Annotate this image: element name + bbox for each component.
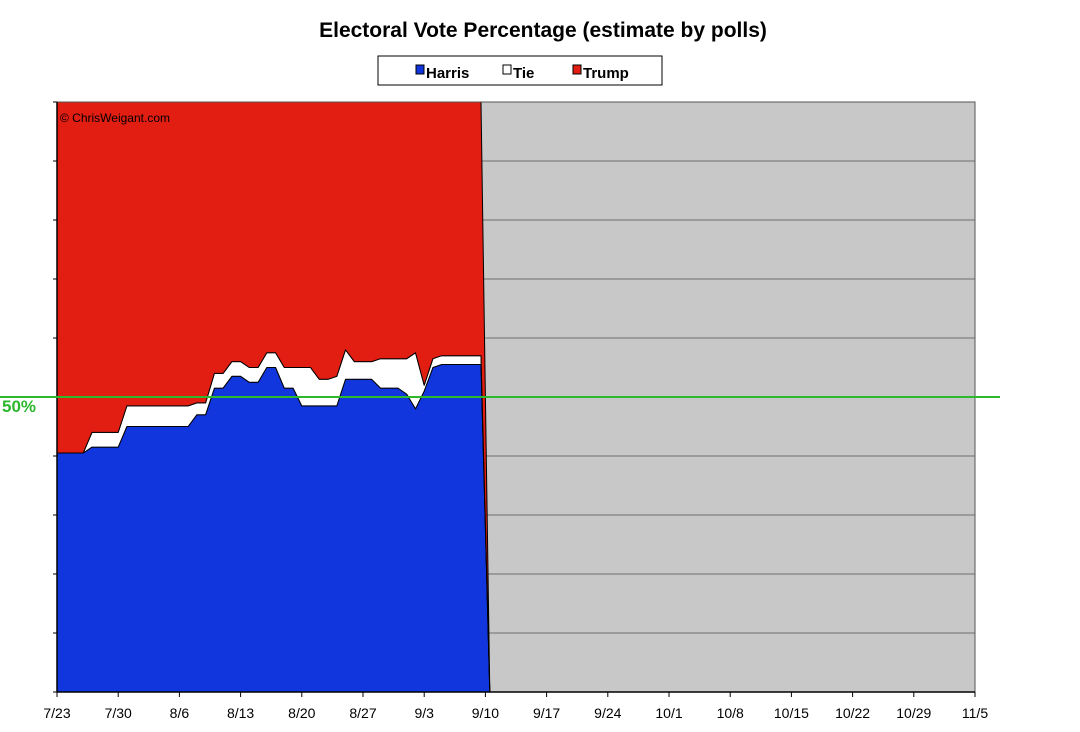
plot-area: 7/23 7/30 8/6 8/13 8/20 8/27 9/3 9/10 9/17 9/24 10…	[0, 101, 1000, 721]
x-tick-label: 8/13	[227, 705, 254, 721]
reference-line-label: 50%	[2, 397, 36, 416]
x-tick-label: 9/17	[533, 705, 560, 721]
legend: Harris Tie Trump	[377, 55, 663, 86]
x-tick-label: 10/15	[774, 705, 809, 721]
x-tick-label: 8/20	[288, 705, 315, 721]
x-tick-label: 7/30	[105, 705, 132, 721]
x-tick-label: 8/6	[170, 705, 190, 721]
x-tick-label: 10/29	[896, 705, 931, 721]
x-tick-label: 10/22	[835, 705, 870, 721]
x-tick-label: 7/23	[43, 705, 70, 721]
legend-swatch-tie	[502, 64, 512, 75]
x-tick-label: 9/10	[472, 705, 499, 721]
credit-text: © ChrisWeigant.com	[60, 111, 170, 125]
chart-title: Electoral Vote Percentage (estimate by p…	[319, 19, 767, 42]
legend-label-harris: Harris	[426, 65, 469, 82]
x-tick-label: 11/5	[962, 705, 988, 721]
x-tick-label: 10/8	[717, 705, 744, 721]
legend-box	[377, 55, 663, 86]
x-tick-label: 8/27	[349, 705, 376, 721]
legend-label-trump: Trump	[583, 65, 629, 82]
legend-swatch-trump	[572, 64, 582, 75]
x-tick-label: 9/3	[414, 705, 434, 721]
legend-swatch-harris	[415, 64, 425, 75]
x-tick-label: 9/24	[594, 705, 621, 721]
x-tick-label: 10/1	[655, 705, 682, 721]
legend-label-tie: Tie	[513, 65, 534, 82]
